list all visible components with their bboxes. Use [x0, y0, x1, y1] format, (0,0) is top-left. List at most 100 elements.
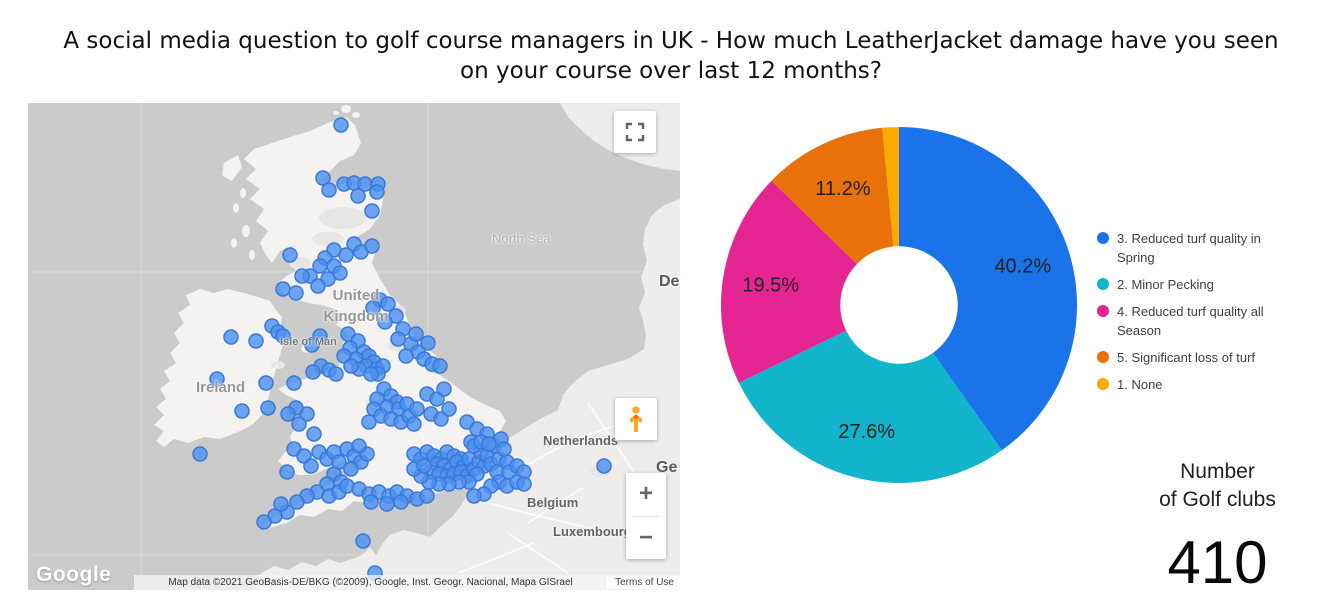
golf-club-marker[interactable] — [338, 247, 354, 263]
golf-club-marker[interactable] — [393, 494, 409, 510]
scorecard-value: 410 — [1167, 529, 1268, 596]
golf-club-marker[interactable] — [416, 458, 432, 474]
golf-club-marker[interactable] — [192, 446, 208, 462]
golf-club-marker[interactable] — [294, 268, 310, 284]
pie-slice-1[interactable] — [899, 127, 1078, 451]
legend-color-dot — [1097, 378, 1109, 390]
golf-club-marker[interactable] — [312, 258, 328, 274]
legend-item-2[interactable]: 2. Minor Pecking — [1097, 275, 1327, 294]
fullscreen-icon — [625, 122, 645, 142]
golf-club-marker[interactable] — [258, 375, 274, 391]
golf-club-marker[interactable] — [420, 335, 436, 351]
golf-club-marker[interactable] — [286, 375, 302, 391]
golf-club-marker[interactable] — [260, 400, 276, 416]
golf-club-marker[interactable] — [390, 331, 406, 347]
golf-club-marker[interactable] — [209, 371, 225, 387]
golf-club-marker[interactable] — [288, 285, 304, 301]
golf-club-marker[interactable] — [291, 416, 307, 432]
golf-club-marker[interactable] — [303, 458, 319, 474]
pie-slice-5[interactable] — [882, 127, 899, 247]
golf-club-marker[interactable] — [408, 326, 424, 342]
golf-club-marker[interactable] — [273, 496, 289, 512]
golf-club-marker[interactable] — [304, 337, 320, 353]
golf-club-marker[interactable] — [280, 406, 296, 422]
donut-chart: 40.2% 27.6% 19.5% 11.2% — [721, 127, 1078, 484]
golf-club-marker[interactable] — [234, 403, 250, 419]
google-logo[interactable]: Google — [36, 563, 112, 586]
golf-club-marker[interactable] — [364, 238, 380, 254]
pie-slice-percent-label: 19.5% — [742, 274, 799, 296]
golf-club-marker[interactable] — [441, 401, 457, 417]
golf-club-marker[interactable] — [223, 329, 239, 345]
golf-club-marker[interactable] — [516, 476, 532, 492]
golf-club-marker[interactable] — [369, 184, 385, 200]
golf-club-marker[interactable] — [332, 265, 348, 281]
page-title-line-1: A social media question to golf course m… — [63, 28, 1279, 54]
golf-club-marker[interactable] — [436, 381, 452, 397]
golf-club-marker[interactable] — [466, 488, 482, 504]
legend-item-1[interactable]: 3. Reduced turf quality in Spring — [1097, 229, 1327, 267]
golf-club-marker[interactable] — [321, 182, 337, 198]
legend-color-dot — [1097, 232, 1109, 244]
golf-club-marker[interactable] — [256, 514, 272, 530]
golf-club-marker[interactable] — [350, 188, 366, 204]
golf-club-marker[interactable] — [596, 458, 612, 474]
golf-club-marker[interactable] — [275, 281, 291, 297]
golf-club-marker[interactable] — [279, 464, 295, 480]
golf-club-marker[interactable] — [333, 117, 349, 133]
golf-club-marker[interactable] — [315, 170, 331, 186]
golf-club-marker[interactable] — [496, 441, 512, 457]
golf-club-marker[interactable] — [365, 300, 381, 316]
golf-club-marker[interactable] — [361, 414, 377, 430]
map-label-luxembourg: Luxembourg — [553, 524, 632, 539]
golf-club-marker[interactable] — [275, 328, 291, 344]
golf-club-marker[interactable] — [289, 494, 305, 510]
map-attribution-text: Map data ©2021 GeoBasis-DE/BKG (©2009), … — [168, 577, 573, 588]
zoom-out-button[interactable]: − — [638, 523, 653, 551]
golf-club-marker[interactable] — [406, 416, 422, 432]
pie-slice-4[interactable] — [771, 127, 894, 264]
terms-of-use-link[interactable]: Terms of Use — [607, 576, 680, 589]
golf-club-marker[interactable] — [363, 494, 379, 510]
golf-club-marker[interactable] — [433, 411, 449, 427]
golf-club-marker[interactable] — [282, 247, 298, 263]
golf-club-marker[interactable] — [409, 401, 425, 417]
golf-club-marker[interactable] — [380, 296, 396, 312]
legend-item-3[interactable]: 4. Reduced turf quality all Season — [1097, 302, 1327, 340]
golf-club-marker[interactable] — [364, 203, 380, 219]
map-attribution-bar: Map data ©2021 GeoBasis-DE/BKG (©2009), … — [134, 575, 680, 590]
legend-item-label: 2. Minor Pecking — [1117, 277, 1214, 292]
golf-club-marker[interactable] — [343, 358, 359, 374]
scorecard-label-line-2: of Golf clubs — [1159, 488, 1276, 511]
golf-club-marker[interactable] — [351, 438, 367, 454]
legend-item-4[interactable]: 5. Significant loss of turf — [1097, 348, 1327, 367]
golf-club-marker[interactable] — [432, 358, 448, 374]
golf-club-marker[interactable] — [398, 348, 414, 364]
zoom-in-button[interactable]: + — [638, 480, 653, 508]
golf-club-marker[interactable] — [248, 333, 264, 349]
map-label-united-kingdom: United Kingdom — [323, 287, 389, 325]
map-markers[interactable] — [192, 117, 612, 581]
legend-item-label: 1. None — [1117, 377, 1163, 392]
legend-color-dot — [1097, 305, 1109, 317]
pie-slice-2[interactable] — [738, 330, 1002, 484]
golf-club-marker[interactable] — [328, 366, 344, 382]
golf-club-marker[interactable] — [419, 488, 435, 504]
legend-item-5[interactable]: 1. None — [1097, 375, 1327, 394]
golf-club-marker[interactable] — [305, 364, 321, 380]
golf-club-marker[interactable] — [343, 461, 359, 477]
map-label-denmark: De — [659, 273, 680, 290]
golf-club-marker[interactable] — [310, 278, 326, 294]
uk-golf-clubs-map[interactable]: North Sea United Kingdom Isle of Man Ire… — [28, 103, 680, 590]
golf-club-marker[interactable] — [355, 533, 371, 549]
golf-club-marker[interactable] — [306, 426, 322, 442]
pie-slice-3[interactable] — [721, 180, 857, 383]
golf-club-marker[interactable] — [363, 366, 379, 382]
fullscreen-button[interactable] — [614, 111, 656, 153]
golf-club-marker[interactable] — [379, 496, 395, 512]
street-view-pegman-button[interactable] — [615, 398, 657, 440]
golf-club-marker[interactable] — [377, 314, 393, 330]
page-title: A social media question to golf course m… — [0, 26, 1342, 86]
golf-club-marker[interactable] — [481, 436, 497, 452]
map-land-continent — [253, 199, 680, 590]
